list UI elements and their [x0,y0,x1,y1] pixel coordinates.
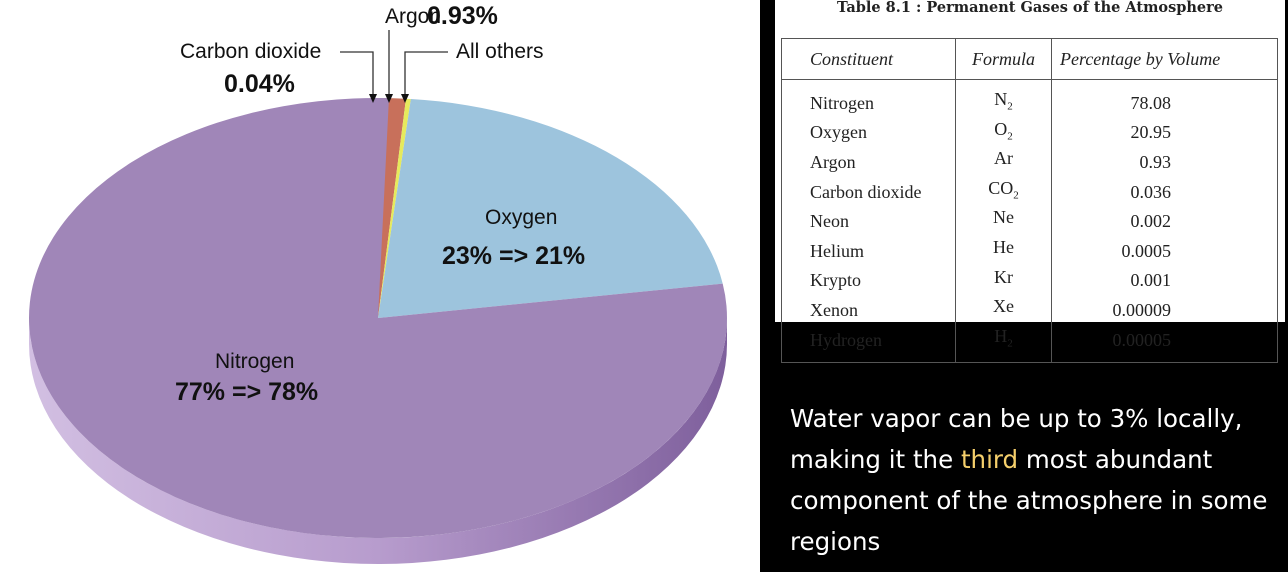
nitrogen-label: Nitrogen [215,350,295,373]
oxygen-value: 23% => 21% [442,242,586,270]
percentage-cell: 0.001 [1051,265,1278,296]
formula-cell: Kr [955,265,1052,296]
argon-value: 0.93% [427,2,498,30]
formula-cell: H2 [955,324,1052,363]
table-row: Xenon Xe 0.00009 [781,295,1278,325]
table-row: Argon Ar 0.93 [781,147,1278,177]
header-constituent: Constituent [781,38,956,80]
percentage-cell: 0.0005 [1051,235,1278,266]
note-text-before: Water vapor can be up to 3% locally, mak… [790,404,1243,474]
table-title: Table 8.1 : Permanent Gases of the Atmos… [836,0,1224,16]
formula-subscript: 2 [1007,337,1013,350]
formula-symbol: CO [988,177,1014,198]
constituent-cell: Neon [781,206,956,236]
table-header-row: Constituent Formula Percentage by Volume [781,38,1278,80]
leader-lines [340,30,448,96]
formula-subscript: 2 [1013,189,1019,202]
percentage-cell: 0.93 [1051,147,1278,177]
table-row: Helium He 0.0005 [781,235,1278,266]
formula-symbol: Ar [994,148,1013,169]
constituent-cell: Nitrogen [781,79,956,118]
co2-leader-line [340,51,374,96]
percentage-cell: 20.95 [1051,117,1278,148]
formula-cell: N2 [955,79,1052,118]
co2-value: 0.04% [224,70,295,98]
others-arrow-icon [401,94,409,103]
co2-label: Carbon dioxide [180,40,322,63]
constituent-cell: Oxygen [781,117,956,148]
header-formula: Formula [955,38,1052,80]
nitrogen-value: 77% => 78% [175,378,319,406]
pie-slice-oxygen [378,98,723,318]
constituent-cell: Carbon dioxide [781,176,956,207]
percentage-cell: 0.00005 [1051,324,1278,363]
others-label: All others [456,40,544,63]
table-row: Hydrogen H2 0.00005 [781,324,1278,363]
formula-symbol: Xe [993,296,1014,317]
formula-cell: He [955,235,1052,266]
table-row: Carbon dioxide CO2 0.036 [781,176,1278,207]
formula-symbol: N [994,89,1008,109]
pie-slice-nitrogen [29,97,728,539]
constituent-cell: Helium [781,235,956,266]
formula-cell: Xe [955,295,1052,325]
constituent-cell: Krypto [781,265,956,296]
constituent-cell: Xenon [781,295,956,325]
gases-table: Constituent Formula Percentage by Volume… [781,38,1278,364]
oxygen-label: Oxygen [485,206,558,229]
leader-arrows [369,94,409,103]
percentage-cell: 0.00009 [1051,295,1278,325]
formula-subscript: 2 [1007,130,1013,143]
gases-table-panel: Table 8.1 : Permanent Gases of the Atmos… [775,0,1285,364]
table-row: Nitrogen N2 78.08 [781,79,1278,118]
formula-symbol: He [993,236,1014,257]
table-row: Oxygen O2 20.95 [781,117,1278,148]
pie-slice-all-others [378,98,411,318]
formula-symbol: Kr [994,266,1013,287]
percentage-cell: 78.08 [1051,79,1278,118]
constituent-cell: Hydrogen [781,324,956,363]
pie-chart-panel: Argon 0.93% Carbon dioxide 0.04% All oth… [0,0,760,572]
formula-cell: Ar [955,147,1052,177]
co2-arrow-icon [369,94,377,103]
formula-symbol: O [994,118,1008,139]
percentage-cell: 0.002 [1051,206,1278,236]
formula-cell: O2 [955,117,1052,148]
note-text-after: most abundant component of the atmospher… [790,445,1268,556]
formula-cell: Ne [955,206,1052,236]
note-highlight: third [960,445,1019,474]
formula-subscript: 2 [1007,100,1013,113]
argon-label: Argon [385,5,442,28]
percentage-cell: 0.036 [1051,176,1278,207]
table-row: Krypto Kr 0.001 [781,265,1278,296]
table-row: Neon Ne 0.002 [781,206,1278,236]
pie-chart [29,30,728,564]
water-vapor-note: Water vapor can be up to 3% locally, mak… [790,398,1280,562]
formula-symbol: Ne [993,207,1014,228]
formula-symbol: H [994,325,1008,346]
header-percentage: Percentage by Volume [1051,38,1278,80]
argon-arrow-icon [385,94,393,103]
constituent-cell: Argon [781,147,956,177]
others-leader-line [404,51,448,96]
formula-cell: CO2 [955,176,1052,207]
